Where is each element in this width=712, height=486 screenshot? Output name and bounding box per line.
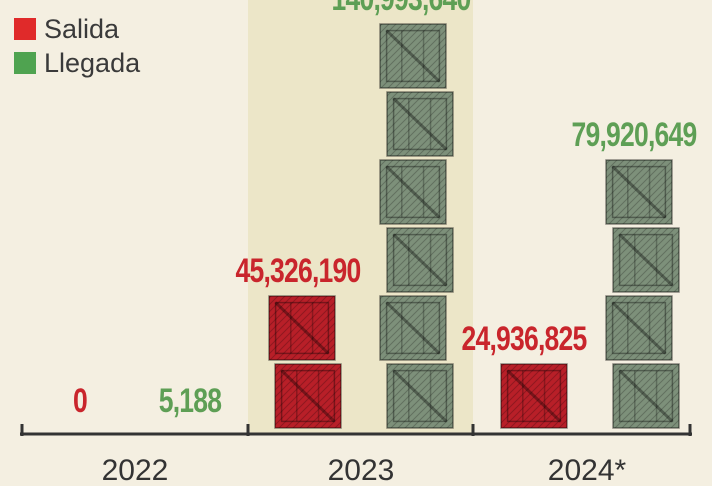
crate-llegada-2023-1 [386, 363, 454, 429]
data-label-llegada-2022: 5,188 [159, 382, 222, 420]
legend-swatch-salida [14, 18, 36, 40]
data-label-salida-2024: 24,936,825 [462, 320, 588, 358]
data-label-llegada-2023: 140,993,640 [332, 0, 471, 18]
legend-label-salida: Salida [44, 13, 120, 44]
crate-llegada-2024-1 [612, 363, 680, 429]
legend: Salida Llegada [14, 12, 140, 80]
data-label-salida-2022: 0 [73, 382, 87, 420]
crate-llegada-2023-5 [386, 91, 454, 157]
legend-swatch-llegada [14, 52, 36, 74]
crate-llegada-2023-2 [379, 295, 447, 361]
data-label-llegada-2024: 79,920,649 [572, 116, 697, 154]
crate-llegada-2023-3 [386, 227, 454, 293]
legend-item-llegada: Llegada [14, 46, 140, 80]
crate-llegada-2023-6 [379, 23, 447, 89]
x-tick-label-2023: 2023 [328, 454, 395, 486]
legend-label-llegada: Llegada [44, 47, 141, 78]
crate-salida-2023-2 [268, 295, 336, 361]
legend-item-salida: Salida [14, 12, 140, 46]
x-tick-label-2024: 2024* [548, 454, 627, 486]
crate-salida-2023-1 [274, 363, 342, 429]
crate-llegada-2024-4 [605, 159, 673, 225]
data-label-salida-2023: 45,326,190 [236, 252, 361, 290]
crate-llegada-2024-2 [605, 295, 673, 361]
crate-llegada-2024-3 [612, 227, 680, 293]
crate-llegada-2023-4 [379, 159, 447, 225]
x-tick-label-2022: 2022 [102, 454, 169, 486]
crate-salida-2024-1 [500, 363, 568, 429]
